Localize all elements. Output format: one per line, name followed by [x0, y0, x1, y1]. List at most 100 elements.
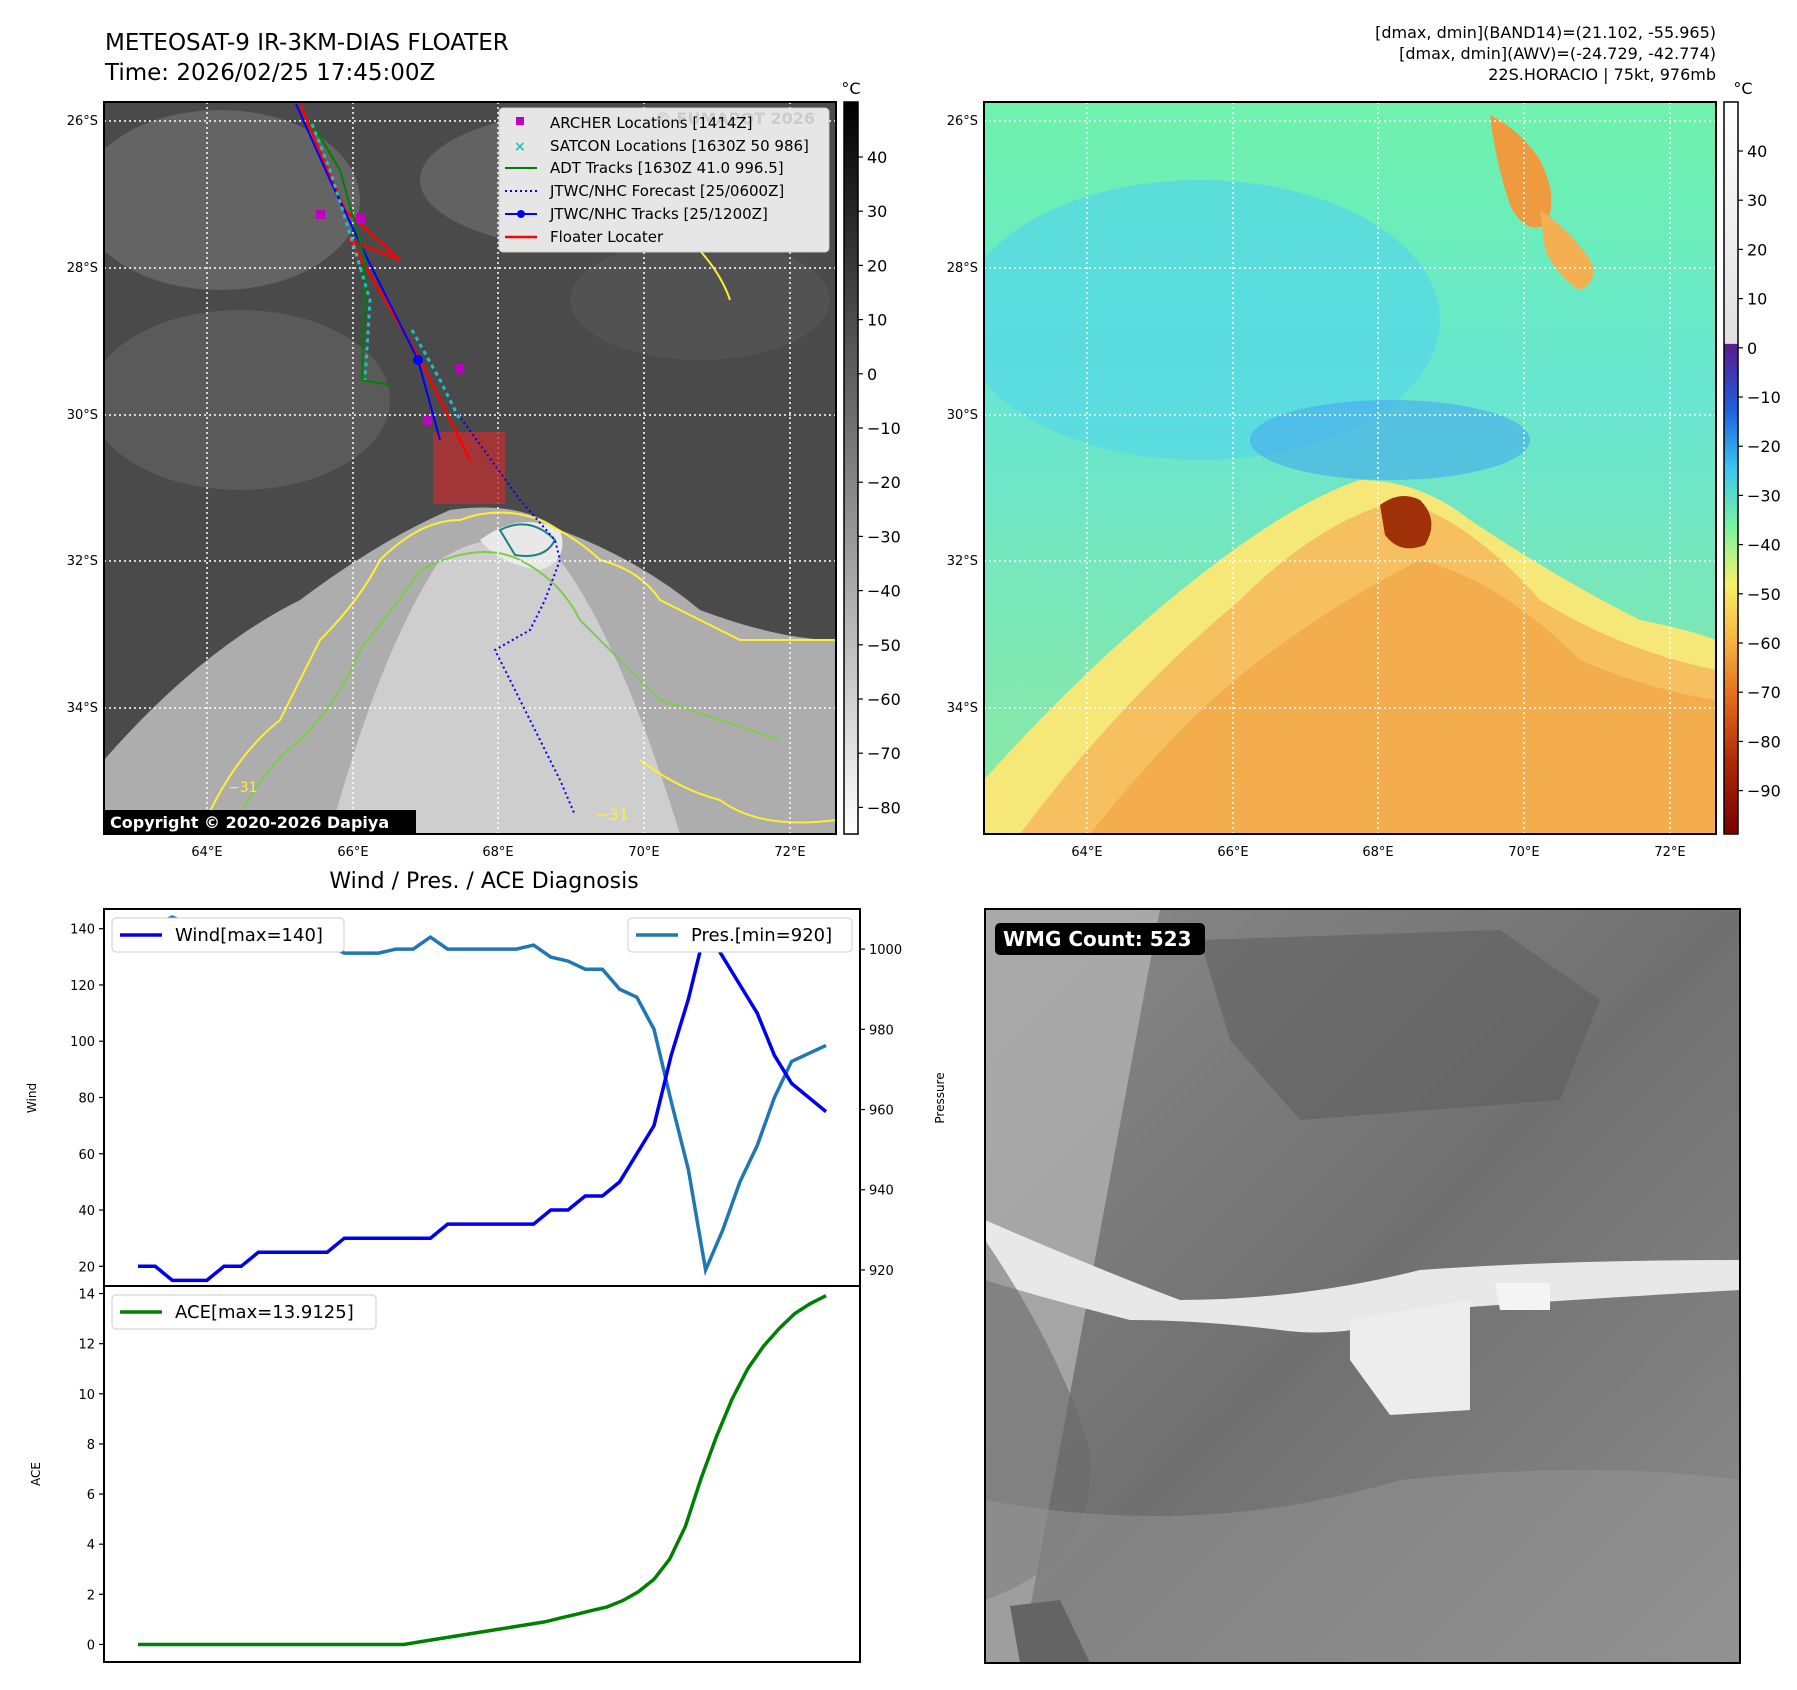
wmg-dark-corner [1010, 1600, 1090, 1663]
gray-colorbar-ticks: 40 30 20 10 0 −10 −20 −30 −40 −50 −60 −70 −80 [858, 148, 901, 817]
color-colorbar-tick-label: −20 [1747, 437, 1781, 456]
gray-colorbar-tick-label: 40 [867, 148, 887, 167]
dry-band [1490, 115, 1552, 228]
wmg-white-blob [1350, 1300, 1470, 1415]
pressure-axis-tick-label: 1000 [869, 943, 902, 958]
lon-label: 72°E [774, 845, 805, 860]
contour-label: −31 [595, 805, 629, 824]
awv-map-lat-labels: 26°S 28°S 30°S 32°S 34°S [947, 114, 978, 716]
lon-label: 66°E [337, 845, 368, 860]
lon-label: 68°E [482, 845, 513, 860]
lat-label: 34°S [947, 701, 978, 716]
lon-label: 70°E [1508, 845, 1539, 860]
legend-floater-label: Floater Locater [550, 228, 664, 246]
color-colorbar-tick-label: 20 [1747, 240, 1767, 259]
ace-legend-label: ACE[max=13.9125] [175, 1302, 354, 1323]
wmg-count-text: WMG Count: 523 [1003, 927, 1192, 951]
contour-green [229, 551, 781, 834]
pressure-legend [627, 917, 853, 953]
color-colorbar-tick-label: 30 [1747, 191, 1767, 210]
lon-label: 70°E [628, 845, 659, 860]
lat-label: 26°S [947, 114, 978, 129]
lon-label: 68°E [1362, 845, 1393, 860]
lat-label: 28°S [67, 261, 98, 276]
legend-archer-label: ARCHER Locations [1414Z] [550, 114, 753, 132]
wmg-gray-region [985, 1470, 1740, 1663]
archer-location [423, 416, 432, 425]
diagnosis-title: Wind / Pres. / ACE Diagnosis [329, 869, 638, 894]
ace-axis-tick-label: 2 [87, 1588, 95, 1603]
stats-storm: 22S.HORACIO | 75kt, 976mb [1488, 65, 1716, 84]
color-colorbar-tick-label: −40 [1747, 536, 1781, 555]
ir-map-panel: © FUMAPOT 2026 ARCHER Locations [1414Z] … [67, 101, 837, 860]
copyright-box [104, 810, 416, 834]
contour-yellow [199, 511, 836, 834]
color-colorbar-tick-label: 0 [1747, 339, 1757, 358]
lat-label: 30°S [947, 408, 978, 423]
ace-axis-tick-label: 14 [78, 1288, 95, 1303]
wmg-dark-region [1200, 930, 1600, 1120]
storm-center-cloud [480, 522, 563, 570]
lat-label: 34°S [67, 701, 98, 716]
dry-band [1540, 210, 1594, 290]
satcon-track [310, 123, 372, 381]
legend-satcon-marker: × [514, 139, 526, 155]
pressure-axis-tick-label: 980 [869, 1023, 894, 1038]
ace-axis-tick-label: 0 [87, 1638, 95, 1653]
lon-label: 66°E [1217, 845, 1248, 860]
adt-track [309, 119, 391, 386]
wmg-dark-region [985, 1240, 1091, 1600]
awv-map-lon-labels: 64°E 66°E 68°E 70°E 72°E [1071, 845, 1685, 860]
map-watermark: © FUMAPOT 2026 [655, 109, 815, 128]
gray-colorbar-tick-label: 20 [867, 256, 887, 275]
figure-time: Time: 2026/02/25 17:45:00Z [104, 60, 435, 86]
gray-colorbar-bar [843, 101, 859, 835]
color-colorbar-tick-label: −10 [1747, 388, 1781, 407]
ace-axis-label: ACE [29, 1462, 43, 1486]
legend-track-point [517, 210, 525, 218]
ace-axis-tick-label: 6 [87, 1488, 95, 1503]
ace-axis-tick-label: 4 [87, 1538, 95, 1553]
contour-label-left: −31 [228, 780, 258, 796]
contour-teal [498, 523, 557, 557]
wmg-white-blob [1495, 1283, 1550, 1310]
pressure-legend-label: Pres.[min=920] [691, 925, 832, 946]
wind-axis-tick-label: 40 [78, 1204, 95, 1219]
ace-chart: 0 2 4 6 8 10 12 14 ACE ACE[max=13.9125] [29, 1285, 861, 1663]
pressure-axis-tick-label: 960 [869, 1104, 894, 1119]
wind-pressure-frame [103, 908, 861, 1287]
wind-axis-tick-label: 60 [78, 1148, 95, 1163]
color-colorbar-tick-label: −90 [1747, 782, 1781, 801]
gray-colorbar-tick-label: 0 [867, 365, 877, 384]
lon-label: 64°E [1071, 845, 1102, 860]
gray-colorbar-tick-label: 30 [867, 202, 887, 221]
archer-location [356, 214, 365, 223]
cloud-core [330, 540, 680, 834]
color-colorbar: °C 40 30 20 10 0 −10 −20 −30 −40 −50 −60 −70 −80 −90 [1723, 79, 1781, 835]
cloud-area [104, 310, 390, 490]
ir-map-lat-labels: 26°S 28°S 30°S 32°S 34°S [67, 114, 98, 716]
color-colorbar-tick-label: −80 [1747, 732, 1781, 751]
stats-band14: [dmax, dmin](BAND14)=(21.102, -55.965) [1375, 23, 1716, 42]
color-colorbar-tick-label: 10 [1747, 290, 1767, 309]
ace-y-axis: 0 2 4 6 8 10 12 14 [78, 1288, 104, 1653]
color-colorbar-ticks: 40 30 20 10 0 −10 −20 −30 −40 −50 −60 −70 −80 −90 [1738, 142, 1781, 801]
legend-satcon-label: SATCON Locations [1630Z 50 986] [550, 137, 809, 155]
gray-colorbar-unit: °C [841, 79, 860, 98]
ace-axis-tick-label: 12 [78, 1338, 95, 1353]
wind-axis-tick-label: 20 [78, 1260, 95, 1275]
color-colorbar-unit: °C [1733, 79, 1752, 98]
wind-y-axis: 20 40 60 80 100 120 140 [70, 923, 104, 1275]
color-colorbar-tick-label: 40 [1747, 142, 1767, 161]
gray-colorbar-tick-label: −60 [867, 690, 901, 709]
cloud-area [104, 110, 360, 290]
pressure-axis-tick-label: 920 [869, 1264, 894, 1279]
color-colorbar-tick-label: −50 [1747, 585, 1781, 604]
wmg-count-badge [995, 923, 1205, 955]
gray-colorbar-tick-label: −20 [867, 473, 901, 492]
lat-label: 28°S [947, 261, 978, 276]
legend-archer-marker [516, 117, 524, 125]
wind-axis-tick-label: 140 [70, 923, 95, 938]
awv-map-frame [983, 101, 1717, 835]
